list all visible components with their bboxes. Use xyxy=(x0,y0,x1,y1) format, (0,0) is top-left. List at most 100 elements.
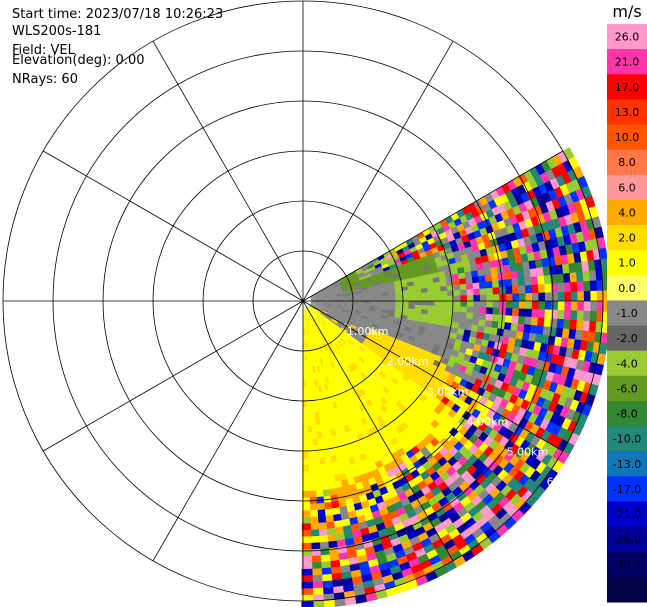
velocity-gate xyxy=(311,425,317,433)
velocity-gate xyxy=(388,304,396,308)
velocity-gate xyxy=(302,458,309,466)
velocity-gate xyxy=(314,411,320,420)
velocity-gate xyxy=(318,457,326,465)
velocity-gate xyxy=(415,351,424,360)
velocity-gate xyxy=(375,292,383,297)
velocity-gate xyxy=(351,377,359,386)
velocity-gate xyxy=(311,431,318,440)
velocity-gate xyxy=(340,369,347,378)
velocity-gate xyxy=(316,306,324,310)
velocity-gate xyxy=(329,307,337,311)
azimuth-spoke xyxy=(302,150,563,302)
velocity-gate xyxy=(338,446,347,455)
velocity-gate xyxy=(304,308,307,316)
velocity-gate xyxy=(329,346,336,354)
velocity-gate xyxy=(315,339,320,347)
velocity-gate xyxy=(303,308,306,316)
velocity-gate xyxy=(485,313,494,322)
velocity-gate xyxy=(343,537,355,547)
velocity-gate xyxy=(348,327,356,334)
velocity-gate xyxy=(318,411,324,419)
velocity-gate xyxy=(433,314,441,321)
velocity-gate xyxy=(332,351,339,360)
velocity-gate xyxy=(482,261,491,271)
velocity-gate xyxy=(326,332,333,340)
velocity-gate xyxy=(317,302,325,304)
velocity-gate xyxy=(353,360,361,368)
velocity-gate xyxy=(366,365,375,373)
velocity-gate xyxy=(330,303,338,306)
velocity-gate xyxy=(301,575,313,583)
velocity-gate xyxy=(364,337,373,344)
velocity-gate xyxy=(539,202,550,215)
colorbar-tick-label: 0.0 xyxy=(618,282,636,295)
velocity-gate xyxy=(386,318,395,324)
velocity-gate xyxy=(305,315,308,323)
velocity-gate xyxy=(335,333,342,341)
velocity-gate xyxy=(573,166,585,181)
velocity-gate xyxy=(304,334,306,343)
velocity-gate xyxy=(388,360,397,368)
velocity-gate xyxy=(506,344,515,355)
velocity-gate xyxy=(349,295,357,298)
velocity-gate xyxy=(416,347,426,356)
velocity-gate xyxy=(388,307,396,312)
colorbar-tick-label: 10.0 xyxy=(615,131,640,144)
velocity-gate xyxy=(334,365,341,374)
velocity-gate xyxy=(596,237,607,251)
velocity-gate xyxy=(403,330,412,337)
velocity-gate xyxy=(333,447,342,456)
velocity-gate xyxy=(405,238,415,246)
velocity-gate xyxy=(337,466,346,475)
velocity-gate xyxy=(376,268,385,275)
velocity-gate xyxy=(382,303,390,308)
velocity-gate xyxy=(311,568,323,576)
velocity-gate xyxy=(378,274,387,280)
velocity-gate xyxy=(301,555,313,564)
velocity-gate xyxy=(588,321,597,334)
velocity-gate xyxy=(341,287,350,292)
velocity-gate xyxy=(329,381,335,390)
velocity-gate xyxy=(319,561,332,569)
velocity-gate xyxy=(341,310,350,315)
velocity-gate xyxy=(510,322,519,333)
velocity-gate xyxy=(486,294,494,302)
velocity-gate xyxy=(309,340,313,348)
velocity-gate xyxy=(358,321,367,327)
velocity-gate xyxy=(320,430,328,439)
velocity-gate xyxy=(331,585,344,595)
velocity-gate xyxy=(394,307,403,312)
velocity-gate xyxy=(330,461,339,470)
velocity-gate xyxy=(362,268,371,275)
velocity-gate xyxy=(356,296,364,300)
velocity-gate xyxy=(471,244,481,254)
velocity-gate xyxy=(306,406,311,414)
velocity-gate xyxy=(333,327,340,333)
velocity-gate xyxy=(334,286,343,291)
velocity-gate xyxy=(334,453,343,463)
velocity-gate xyxy=(342,289,350,293)
velocity-gate xyxy=(312,399,318,407)
velocity-gate xyxy=(324,326,331,333)
velocity-gate xyxy=(335,539,347,548)
velocity-gate xyxy=(363,301,371,304)
velocity-gate xyxy=(329,305,338,309)
velocity-gate xyxy=(375,330,384,337)
velocity-gate xyxy=(356,271,365,277)
velocity-gate xyxy=(330,304,338,308)
velocity-gate xyxy=(323,293,331,296)
velocity-gate xyxy=(348,563,361,573)
colorbar-block xyxy=(607,401,647,427)
velocity-gate xyxy=(304,354,308,362)
velocity-gate xyxy=(505,286,513,295)
velocity-gate xyxy=(331,319,338,325)
velocity-gate xyxy=(555,174,567,189)
velocity-gate xyxy=(334,324,342,331)
velocity-gate xyxy=(477,242,487,252)
velocity-gate xyxy=(307,451,314,459)
velocity-gate xyxy=(400,241,409,249)
velocity-gate xyxy=(334,386,341,395)
velocity-gate xyxy=(518,308,526,318)
velocity-gate xyxy=(397,561,411,573)
velocity-gate xyxy=(391,543,404,554)
